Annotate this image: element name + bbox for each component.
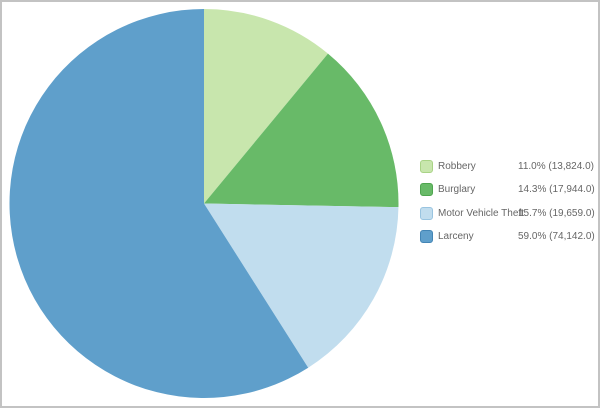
legend-swatch-robbery [420,160,433,173]
chart-legend: Robbery 11.0% (13,824.0) Burglary 14.3% (17… [420,160,595,243]
legend-value: 14.3% (17,944.0) [518,184,595,196]
pie-slice-robbery[interactable] [204,9,328,204]
legend-value: 15.7% (19,659.0) [518,207,595,219]
pie-slice-motor-vehicle-theft[interactable] [204,203,399,368]
legend-item-motor-vehicle-theft[interactable]: Motor Vehicle Theft 15.7% (19,659.0) [420,206,595,220]
legend-label: Motor Vehicle Theft [438,207,524,219]
legend-value: 59.0% (74,142.0) [518,230,595,242]
legend-swatch-burglary [420,183,433,197]
pie-slice-larceny[interactable] [9,9,309,398]
legend-value: 11.0% (13,824.0) [518,161,594,172]
pie-slice-burglary[interactable] [204,53,399,208]
legend-label: Burglary [438,184,476,196]
legend-item-burglary[interactable]: Burglary 14.3% (17,944.0) [420,183,595,197]
legend-label: Robbery [438,161,476,172]
legend-swatch-motor-vehicle-theft [420,206,433,220]
legend-item-robbery[interactable]: Robbery 11.0% (13,824.0) [420,160,595,173]
legend-swatch-larceny [420,229,433,243]
legend-label: Larceny [438,230,474,242]
legend-item-larceny[interactable]: Larceny 59.0% (74,142.0) [420,229,595,243]
